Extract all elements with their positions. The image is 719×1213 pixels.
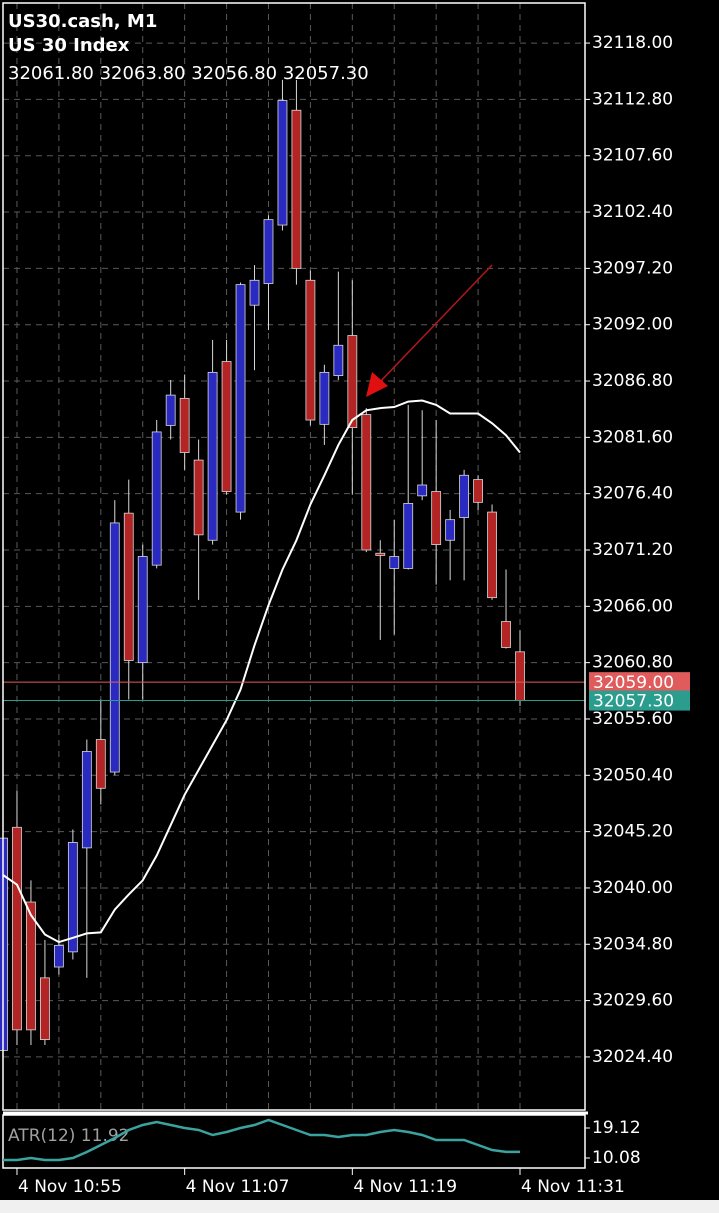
indicator-name: ATR(12) 11.92 <box>8 1126 129 1146</box>
arrow-line <box>377 264 493 385</box>
ask-box <box>589 672 690 693</box>
candle-body <box>67 842 78 953</box>
candle-body <box>319 371 330 425</box>
candle-body <box>515 651 525 701</box>
bid-box <box>589 690 690 711</box>
candle-body <box>277 100 288 226</box>
moving-average <box>2 399 521 944</box>
y-tick-label: 32102.40 <box>592 202 673 222</box>
candle-body <box>26 901 36 1031</box>
y-tick-label: 32050.40 <box>592 765 673 785</box>
candle-body <box>151 431 162 566</box>
plot-frame <box>2 2 586 1111</box>
ohlc-label: 32061.80 32063.80 32056.80 32057.30 <box>8 63 369 84</box>
candle-body <box>375 552 386 556</box>
y-tick-label: 32045.20 <box>592 822 673 842</box>
arrow-head <box>366 372 388 397</box>
candle-body <box>95 739 106 789</box>
candle-body <box>459 474 470 518</box>
chart-subtitle: US 30 Index <box>8 35 130 56</box>
chart-title: US30.cash, M1 <box>8 11 157 32</box>
candle-body <box>12 826 22 1031</box>
y-tick-label: 32112.80 <box>592 89 673 109</box>
plot <box>0 79 585 1053</box>
candle-body <box>249 279 260 306</box>
y-tick-label: 32024.40 <box>592 1047 673 1067</box>
candle-body <box>81 751 92 849</box>
x-tick-label: 4 Nov 11:19 <box>353 1177 457 1197</box>
candle-body <box>53 944 64 968</box>
candle-body <box>305 279 316 421</box>
y-tick-label: 32086.80 <box>592 371 673 391</box>
y-tick-label: 32092.00 <box>592 315 673 335</box>
y-tick-label: 32097.20 <box>592 258 673 278</box>
y-tick-label: 32029.60 <box>592 991 673 1011</box>
y-tick-label: 32055.60 <box>592 709 673 729</box>
candle-body <box>487 511 497 599</box>
indicator-tick-label: 10.08 <box>592 1148 641 1168</box>
candle-body <box>389 556 400 569</box>
bid-label: 32057.30 <box>593 692 674 712</box>
candle-body <box>291 109 302 269</box>
candle-body <box>361 414 372 551</box>
indicator-line <box>3 1118 520 1162</box>
y-tick-label: 32034.80 <box>592 934 673 954</box>
candle-body <box>431 491 442 545</box>
candle-body <box>40 977 50 1040</box>
y-tick-label: 32040.00 <box>592 878 673 898</box>
candle-body <box>347 335 358 429</box>
y-tick-label: 32066.00 <box>592 596 673 616</box>
candle-body <box>235 284 246 513</box>
y-tick-label: 32060.80 <box>592 653 673 673</box>
candle-body <box>403 503 414 569</box>
x-tick-label: 4 Nov 11:31 <box>521 1177 625 1197</box>
arrow-annotation <box>366 264 493 397</box>
indicator-tick-label: 19.12 <box>592 1118 641 1138</box>
candle-body <box>207 371 218 541</box>
candle-body <box>445 519 456 541</box>
y-tick-label: 32076.40 <box>592 484 673 504</box>
candle-body <box>193 459 204 536</box>
candle-body <box>417 484 428 497</box>
candle-body <box>123 512 134 661</box>
candle-body <box>333 344 344 377</box>
candle-body <box>221 361 232 492</box>
candle-body <box>473 479 483 503</box>
y-tick-label: 32118.00 <box>592 33 673 53</box>
y-tick-label: 32071.20 <box>592 540 673 560</box>
bottom-strip <box>0 1200 719 1213</box>
x-tick-label: 4 Nov 11:07 <box>186 1177 290 1197</box>
candle-body <box>263 219 274 284</box>
indicator-frame <box>2 1114 586 1169</box>
candle-body <box>137 556 148 664</box>
candle-body <box>501 621 511 648</box>
y-tick-label: 32081.60 <box>592 427 673 447</box>
y-tick-label: 32107.60 <box>592 146 673 166</box>
candle-body <box>109 522 120 773</box>
ask-label: 32059.00 <box>593 673 674 693</box>
candle-body <box>165 394 176 426</box>
x-tick-label: 4 Nov 10:55 <box>18 1177 122 1197</box>
candle-body <box>179 397 190 453</box>
